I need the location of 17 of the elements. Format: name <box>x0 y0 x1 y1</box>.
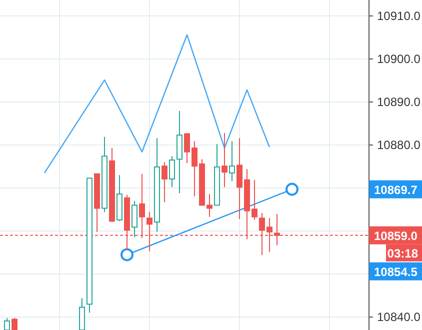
line-series <box>44 34 270 174</box>
y-tick-label: 10890.0 <box>377 94 421 109</box>
candlestick <box>162 162 168 203</box>
y-tick-label: 10880.0 <box>377 138 421 152</box>
text: 03:18 <box>387 246 418 260</box>
candlestick <box>169 156 175 188</box>
ref-line-label: 10859.0 <box>374 228 418 243</box>
y-tick-label: 10910.0 <box>377 8 421 23</box>
candlestick <box>229 140 235 182</box>
y-tick-label: 10900.0 <box>377 52 421 66</box>
text: 10869.7 <box>374 182 418 197</box>
y-tick-label: 10840.0 <box>377 310 421 324</box>
text: 10854.5 <box>374 264 418 279</box>
candlestick <box>222 132 228 188</box>
candlestick <box>176 110 182 194</box>
candlestick <box>154 138 160 232</box>
candlestick <box>102 136 108 213</box>
